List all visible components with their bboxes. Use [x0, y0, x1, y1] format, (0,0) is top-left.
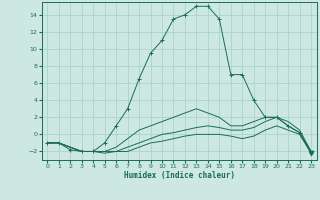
X-axis label: Humidex (Indice chaleur): Humidex (Indice chaleur) — [124, 171, 235, 180]
